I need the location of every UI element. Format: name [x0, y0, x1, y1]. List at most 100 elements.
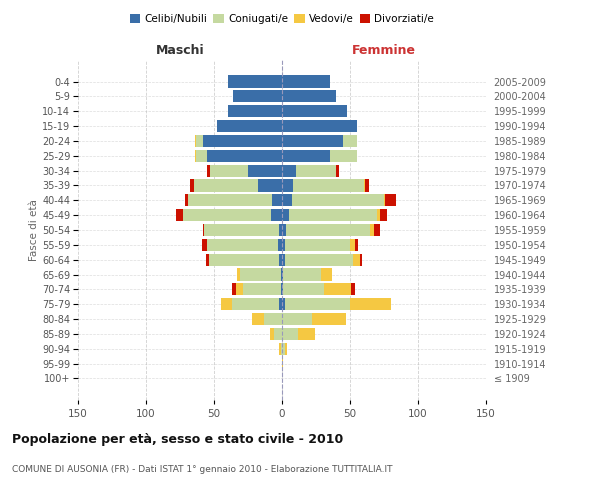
Bar	[237, 268, 240, 280]
Bar	[322, 268, 332, 280]
Bar	[195, 150, 196, 162]
Bar	[185, 194, 188, 206]
Text: Popolazione per età, sesso e stato civile - 2010: Popolazione per età, sesso e stato civil…	[12, 432, 343, 446]
Bar	[282, 254, 285, 266]
Bar	[202, 239, 207, 251]
Bar	[190, 180, 194, 192]
Bar	[292, 194, 384, 206]
Bar	[233, 90, 282, 102]
Bar	[282, 135, 343, 147]
Bar	[282, 76, 329, 88]
Bar	[203, 224, 205, 236]
Bar	[380, 209, 387, 221]
Bar	[207, 239, 278, 251]
Bar	[206, 254, 209, 266]
Bar	[282, 342, 285, 355]
Bar	[282, 224, 286, 236]
Bar	[282, 298, 285, 310]
Bar	[374, 224, 380, 236]
Bar	[196, 135, 203, 147]
Bar	[355, 239, 358, 251]
Y-axis label: Fasce di età: Fasce di età	[29, 199, 39, 261]
Bar	[286, 224, 370, 236]
Text: COMUNE DI AUSONIA (FR) - Dati ISTAT 1° gennaio 2010 - Elaborazione TUTTITALIA.IT: COMUNE DI AUSONIA (FR) - Dati ISTAT 1° g…	[12, 466, 392, 474]
Bar	[283, 284, 324, 296]
Bar	[227, 105, 282, 118]
Bar	[279, 224, 282, 236]
Bar	[350, 298, 391, 310]
Bar	[272, 194, 282, 206]
Bar	[282, 313, 312, 325]
Bar	[352, 284, 355, 296]
Bar	[353, 254, 359, 266]
Bar	[298, 328, 314, 340]
Bar	[282, 209, 289, 221]
Bar	[377, 209, 380, 221]
Bar	[285, 342, 287, 355]
Bar	[281, 342, 282, 355]
Bar	[248, 164, 282, 176]
Text: Femmine: Femmine	[352, 44, 416, 58]
Bar	[337, 164, 339, 176]
Bar	[385, 194, 396, 206]
Bar	[384, 194, 385, 206]
Bar	[365, 180, 369, 192]
Bar	[232, 298, 279, 310]
Bar	[207, 164, 210, 176]
Bar	[242, 284, 281, 296]
Bar	[194, 180, 257, 192]
Bar	[232, 284, 236, 296]
Bar	[283, 268, 322, 280]
Bar	[252, 313, 265, 325]
Bar	[203, 135, 282, 147]
Bar	[282, 284, 283, 296]
Bar	[282, 180, 293, 192]
Bar	[282, 164, 296, 176]
Bar	[279, 254, 282, 266]
Bar	[217, 120, 282, 132]
Bar	[265, 313, 282, 325]
Legend: Celibi/Nubili, Coniugati/e, Vedovi/e, Divorziati/e: Celibi/Nubili, Coniugati/e, Vedovi/e, Di…	[125, 10, 439, 29]
Bar	[176, 209, 183, 221]
Bar	[282, 120, 357, 132]
Bar	[282, 90, 337, 102]
Bar	[279, 342, 281, 355]
Bar	[364, 180, 365, 192]
Bar	[296, 164, 337, 176]
Bar	[343, 135, 357, 147]
Bar	[271, 209, 282, 221]
Bar	[183, 209, 271, 221]
Bar	[282, 328, 298, 340]
Bar	[282, 358, 283, 370]
Bar	[293, 180, 364, 192]
Bar	[282, 239, 285, 251]
Bar	[207, 150, 282, 162]
Bar	[221, 298, 232, 310]
Bar	[370, 224, 374, 236]
Bar	[282, 194, 292, 206]
Bar	[282, 268, 283, 280]
Bar	[285, 239, 350, 251]
Bar	[289, 209, 377, 221]
Bar	[281, 268, 282, 280]
Bar	[312, 313, 346, 325]
Bar	[227, 76, 282, 88]
Bar	[205, 224, 279, 236]
Bar	[282, 105, 347, 118]
Bar	[274, 328, 282, 340]
Bar	[329, 150, 357, 162]
Bar	[210, 164, 248, 176]
Bar	[359, 254, 362, 266]
Bar	[209, 254, 279, 266]
Bar	[196, 150, 207, 162]
Bar	[350, 239, 355, 251]
Bar	[281, 284, 282, 296]
Text: Maschi: Maschi	[155, 44, 205, 58]
Bar	[240, 268, 281, 280]
Bar	[257, 180, 282, 192]
Bar	[278, 239, 282, 251]
Bar	[285, 298, 350, 310]
Bar	[285, 254, 353, 266]
Bar	[279, 298, 282, 310]
Bar	[282, 150, 329, 162]
